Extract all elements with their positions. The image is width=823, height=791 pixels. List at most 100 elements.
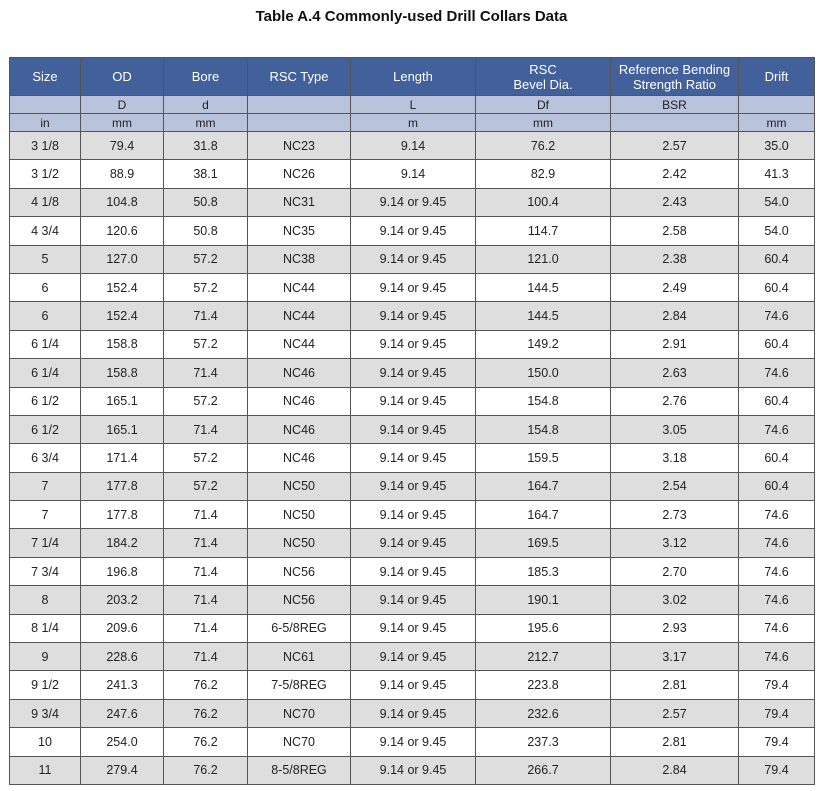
table-cell: 6-5/8REG xyxy=(247,613,351,644)
column-header: Size xyxy=(9,57,81,96)
header-row: Size OD Bore RSC Type Length RSC Bevel Dia. Ref… xyxy=(9,57,815,96)
table-cell: 228.6 xyxy=(80,642,164,672)
table-cell: 79.4 xyxy=(738,755,815,785)
table-cell: 9 1/2 xyxy=(9,670,81,700)
table-cell: 7-5/8REG xyxy=(247,670,351,700)
column-header: Length xyxy=(350,57,476,96)
table-cell: 41.3 xyxy=(738,159,815,189)
column-header: OD xyxy=(80,57,164,96)
table-cell: 2.70 xyxy=(610,556,739,587)
table-cell: 2.84 xyxy=(610,301,739,331)
table-cell: 9.14 or 9.45 xyxy=(350,755,476,785)
table-cell: 164.7 xyxy=(475,500,611,530)
table-cell: NC46 xyxy=(247,358,351,388)
table-cell: 2.63 xyxy=(610,358,739,388)
table-cell: 71.4 xyxy=(163,613,248,644)
table-cell: 2.42 xyxy=(610,159,739,189)
table-cell: 9.14 xyxy=(350,159,476,189)
table-cell: 232.6 xyxy=(475,698,611,729)
table-cell: 3 1/8 xyxy=(9,130,81,161)
drill-collars-table: Size OD Bore RSC Type Length RSC Bevel Dia. Ref… xyxy=(9,57,815,785)
table-cell: 150.0 xyxy=(475,358,611,388)
table-cell: 158.8 xyxy=(80,358,164,388)
table-cell: 184.2 xyxy=(80,528,164,558)
table-cell: 3.17 xyxy=(610,642,739,672)
table-cell: 149.2 xyxy=(475,329,611,360)
table-cell: 50.8 xyxy=(163,216,248,246)
table-cell: 241.3 xyxy=(80,670,164,700)
table-cell: 82.9 xyxy=(475,159,611,189)
column-header: Reference Bending Strength Ratio xyxy=(610,57,739,96)
table-cell: 60.4 xyxy=(738,386,815,416)
table-cell: 71.4 xyxy=(163,528,248,558)
symbol-cell xyxy=(247,95,351,114)
table-cell: 9.14 xyxy=(350,130,476,161)
table-cell: NC50 xyxy=(247,500,351,530)
table-row: 7 3/4 196.8 71.4 NC56 9.14 or 9.45 185.3 2.70 7… xyxy=(9,556,815,587)
symbol-cell: d xyxy=(163,95,248,114)
table-row: 6 152.4 71.4 NC44 9.14 or 9.45 144.5 2.84 74.6 xyxy=(9,301,815,331)
table-cell: 165.1 xyxy=(80,414,164,445)
table-cell: NC26 xyxy=(247,159,351,189)
table-cell: 223.8 xyxy=(475,670,611,700)
table-cell: 5 xyxy=(9,244,81,274)
table-cell: 196.8 xyxy=(80,556,164,587)
unit-cell: in xyxy=(9,113,81,132)
table-cell: 6 1/4 xyxy=(9,329,81,360)
table-cell: 2.58 xyxy=(610,216,739,246)
table-cell: NC44 xyxy=(247,329,351,360)
table-cell: 177.8 xyxy=(80,471,164,502)
table-row: 7 1/4 184.2 71.4 NC50 9.14 or 9.45 169.5 3.12 7… xyxy=(9,528,815,558)
table-row: 6 1/2 165.1 57.2 NC46 9.14 or 9.45 154.8 2.76 6… xyxy=(9,386,815,416)
table-cell: 60.4 xyxy=(738,329,815,360)
table-row: 10 254.0 76.2 NC70 9.14 or 9.45 237.3 2.81 79.4 xyxy=(9,727,815,757)
table-row: 3 1/2 88.9 38.1 NC26 9.14 82.9 2.42 41.3 xyxy=(9,159,815,189)
table-cell: 8 1/4 xyxy=(9,613,81,644)
table-cell: 6 1/4 xyxy=(9,358,81,388)
table-row: 6 1/4 158.8 57.2 NC44 9.14 or 9.45 149.2 2.91 6… xyxy=(9,329,815,360)
table-cell: 2.38 xyxy=(610,244,739,274)
column-header: Bore xyxy=(163,57,248,96)
table-cell: 7 xyxy=(9,500,81,530)
table-cell: 57.2 xyxy=(163,244,248,274)
table-cell: NC50 xyxy=(247,471,351,502)
table-cell: 6 1/2 xyxy=(9,386,81,416)
table-cell: 2.76 xyxy=(610,386,739,416)
table-cell: 237.3 xyxy=(475,727,611,757)
unit-cell: mm xyxy=(80,113,164,132)
table-cell: 127.0 xyxy=(80,244,164,274)
table-row: 9 1/2 241.3 76.2 7-5/8REG 9.14 or 9.45 223.8 2… xyxy=(9,670,815,700)
table-cell: 9.14 or 9.45 xyxy=(350,528,476,558)
table-cell: 9 xyxy=(9,642,81,672)
table-cell: 60.4 xyxy=(738,272,815,303)
table-row: 9 3/4 247.6 76.2 NC70 9.14 or 9.45 232.6 2.57 7… xyxy=(9,698,815,729)
table-cell: 74.6 xyxy=(738,613,815,644)
table-row: 3 1/8 79.4 31.8 NC23 9.14 76.2 2.57 35.0 xyxy=(9,130,815,161)
table-cell: NC56 xyxy=(247,585,351,615)
table-row: 7 177.8 57.2 NC50 9.14 or 9.45 164.7 2.54 60.4 xyxy=(9,471,815,502)
table-cell: 154.8 xyxy=(475,386,611,416)
table-cell: 6 xyxy=(9,272,81,303)
table-cell: 7 3/4 xyxy=(9,556,81,587)
table-row: 6 1/2 165.1 71.4 NC46 9.14 or 9.45 154.8 3.05 7… xyxy=(9,414,815,445)
table-cell: 9.14 or 9.45 xyxy=(350,414,476,445)
table-cell: 7 1/4 xyxy=(9,528,81,558)
table-cell: 79.4 xyxy=(80,130,164,161)
table-cell: 9.14 or 9.45 xyxy=(350,613,476,644)
table-cell: 60.4 xyxy=(738,471,815,502)
table-cell: 31.8 xyxy=(163,130,248,161)
table-cell: 8 xyxy=(9,585,81,615)
table-cell: 159.5 xyxy=(475,443,611,473)
table-cell: 74.6 xyxy=(738,585,815,615)
column-header: RSC Bevel Dia. xyxy=(475,57,611,96)
table-cell: 35.0 xyxy=(738,130,815,161)
table-cell: 71.4 xyxy=(163,500,248,530)
table-cell: 9.14 or 9.45 xyxy=(350,301,476,331)
table-cell: 57.2 xyxy=(163,471,248,502)
table-cell: 6 3/4 xyxy=(9,443,81,473)
table-cell: 71.4 xyxy=(163,358,248,388)
table-cell: 74.6 xyxy=(738,642,815,672)
table-cell: 2.57 xyxy=(610,130,739,161)
table-cell: 9.14 or 9.45 xyxy=(350,500,476,530)
